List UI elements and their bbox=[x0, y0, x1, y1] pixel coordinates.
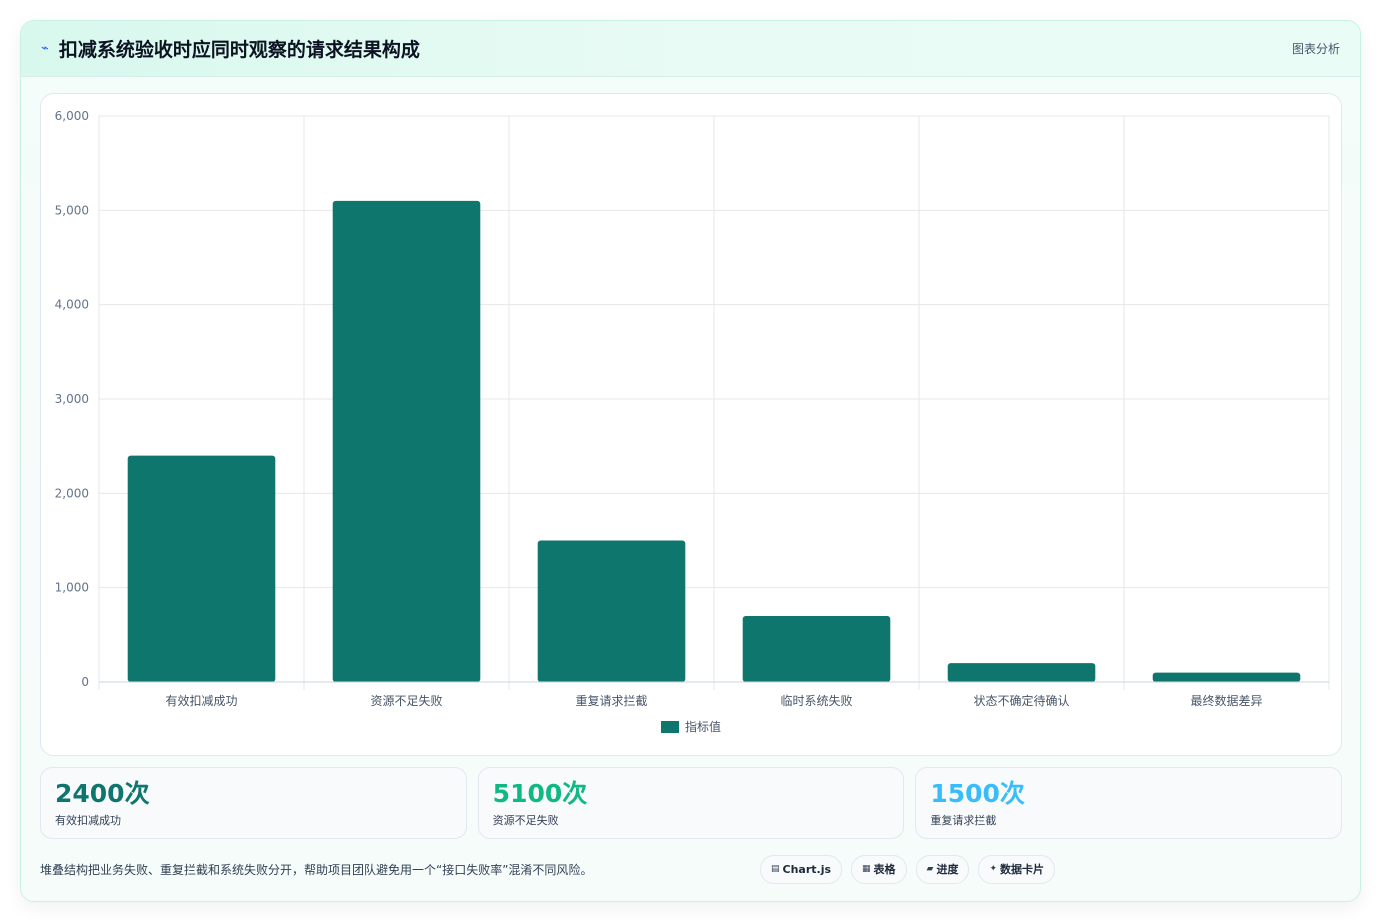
y-tick-label: 5,000 bbox=[55, 203, 89, 217]
bar bbox=[742, 615, 891, 682]
chip-progress[interactable]: ▰ 进度 bbox=[915, 854, 970, 884]
legend-swatch bbox=[661, 721, 679, 733]
kpi-label: 资源不足失败 bbox=[492, 814, 559, 827]
title-group: ⌁ 扣减系统验收时应同时观察的请求结果构成 bbox=[41, 35, 420, 62]
footer: 堆叠结构把业务失败、重复拦截和系统失败分开，帮助项目团队避免用一个“接口失败率”… bbox=[40, 853, 1342, 885]
header-tag: 图表分析 bbox=[1291, 42, 1340, 56]
bar bbox=[537, 540, 686, 682]
kpi-value: 5100次 bbox=[492, 779, 588, 808]
chip-data-card[interactable]: ✦ 数据卡片 bbox=[978, 854, 1056, 884]
kpi-card: 5100次 资源不足失败 bbox=[477, 767, 905, 839]
kpi-value: 1500次 bbox=[930, 779, 1025, 808]
x-tick-label: 最终数据差异 bbox=[1190, 693, 1262, 708]
kpi-value: 2400次 bbox=[55, 779, 150, 808]
bar bbox=[332, 200, 481, 682]
kpi-card: 2400次 有效扣减成功 bbox=[40, 767, 467, 839]
chip-group: ▤ Chart.js ▦ 表格 ▰ 进度 ✦ 数据卡片 bbox=[760, 854, 1056, 884]
footer-note: 堆叠结构把业务失败、重复拦截和系统失败分开，帮助项目团队避免用一个“接口失败率”… bbox=[40, 862, 593, 877]
chip-label: Chart.js bbox=[782, 862, 832, 876]
table-icon: ▦ bbox=[862, 864, 871, 874]
chart-icon: ▤ bbox=[771, 864, 780, 874]
y-tick-label: 4,000 bbox=[55, 298, 89, 312]
chart-panel: 0 1,000 2,000 3,000 4,000 5,000 6,000 有效扣减成功 资源不… bbox=[40, 93, 1342, 756]
bar bbox=[127, 455, 276, 682]
card-icon: ✦ bbox=[989, 864, 998, 874]
x-tick-label: 重复请求拦截 bbox=[575, 694, 647, 708]
bar bbox=[947, 663, 1096, 682]
page-title: 扣减系统验收时应同时观察的请求结果构成 bbox=[58, 39, 420, 61]
chart-card: ⌁ 扣减系统验收时应同时观察的请求结果构成 图表分析 0 1,000 2,000 3,… bbox=[20, 20, 1361, 902]
bar bbox=[1152, 672, 1301, 682]
sparkline-icon: ⌁ bbox=[41, 41, 49, 56]
legend-label: 指标值 bbox=[685, 719, 721, 734]
x-tick-label: 资源不足失败 bbox=[370, 693, 442, 708]
chip-chartjs[interactable]: ▤ Chart.js bbox=[760, 854, 843, 884]
y-tick-label: 2,000 bbox=[55, 486, 89, 500]
kpi-label: 有效扣减成功 bbox=[55, 814, 121, 827]
kpi-row: 2400次 有效扣减成功 5100次 资源不足失败 1500次 重复请求拦截 bbox=[40, 767, 1343, 839]
card-header: ⌁ 扣减系统验收时应同时观察的请求结果构成 图表分析 bbox=[21, 21, 1360, 77]
x-tick-label: 有效扣减成功 bbox=[165, 693, 237, 708]
chip-label: 表格 bbox=[873, 863, 896, 876]
chip-table[interactable]: ▦ 表格 bbox=[851, 854, 907, 884]
y-tick-label: 0 bbox=[81, 675, 89, 689]
x-tick-label: 状态不确定待确认 bbox=[973, 693, 1069, 708]
kpi-card: 1500次 重复请求拦截 bbox=[915, 767, 1343, 839]
y-tick-label: 3,000 bbox=[55, 392, 89, 406]
y-tick-label: 6,000 bbox=[55, 109, 89, 123]
x-tick-label: 临时系统失败 bbox=[780, 693, 852, 708]
kpi-label: 重复请求拦截 bbox=[930, 814, 997, 827]
progress-icon: ▰ bbox=[926, 864, 934, 874]
y-tick-label: 1,000 bbox=[55, 581, 89, 595]
bar-chart: 0 1,000 2,000 3,000 4,000 5,000 6,000 有效扣减成功 资源不… bbox=[55, 109, 1330, 734]
chip-label: 数据卡片 bbox=[1000, 863, 1045, 876]
chip-label: 进度 bbox=[936, 863, 959, 876]
